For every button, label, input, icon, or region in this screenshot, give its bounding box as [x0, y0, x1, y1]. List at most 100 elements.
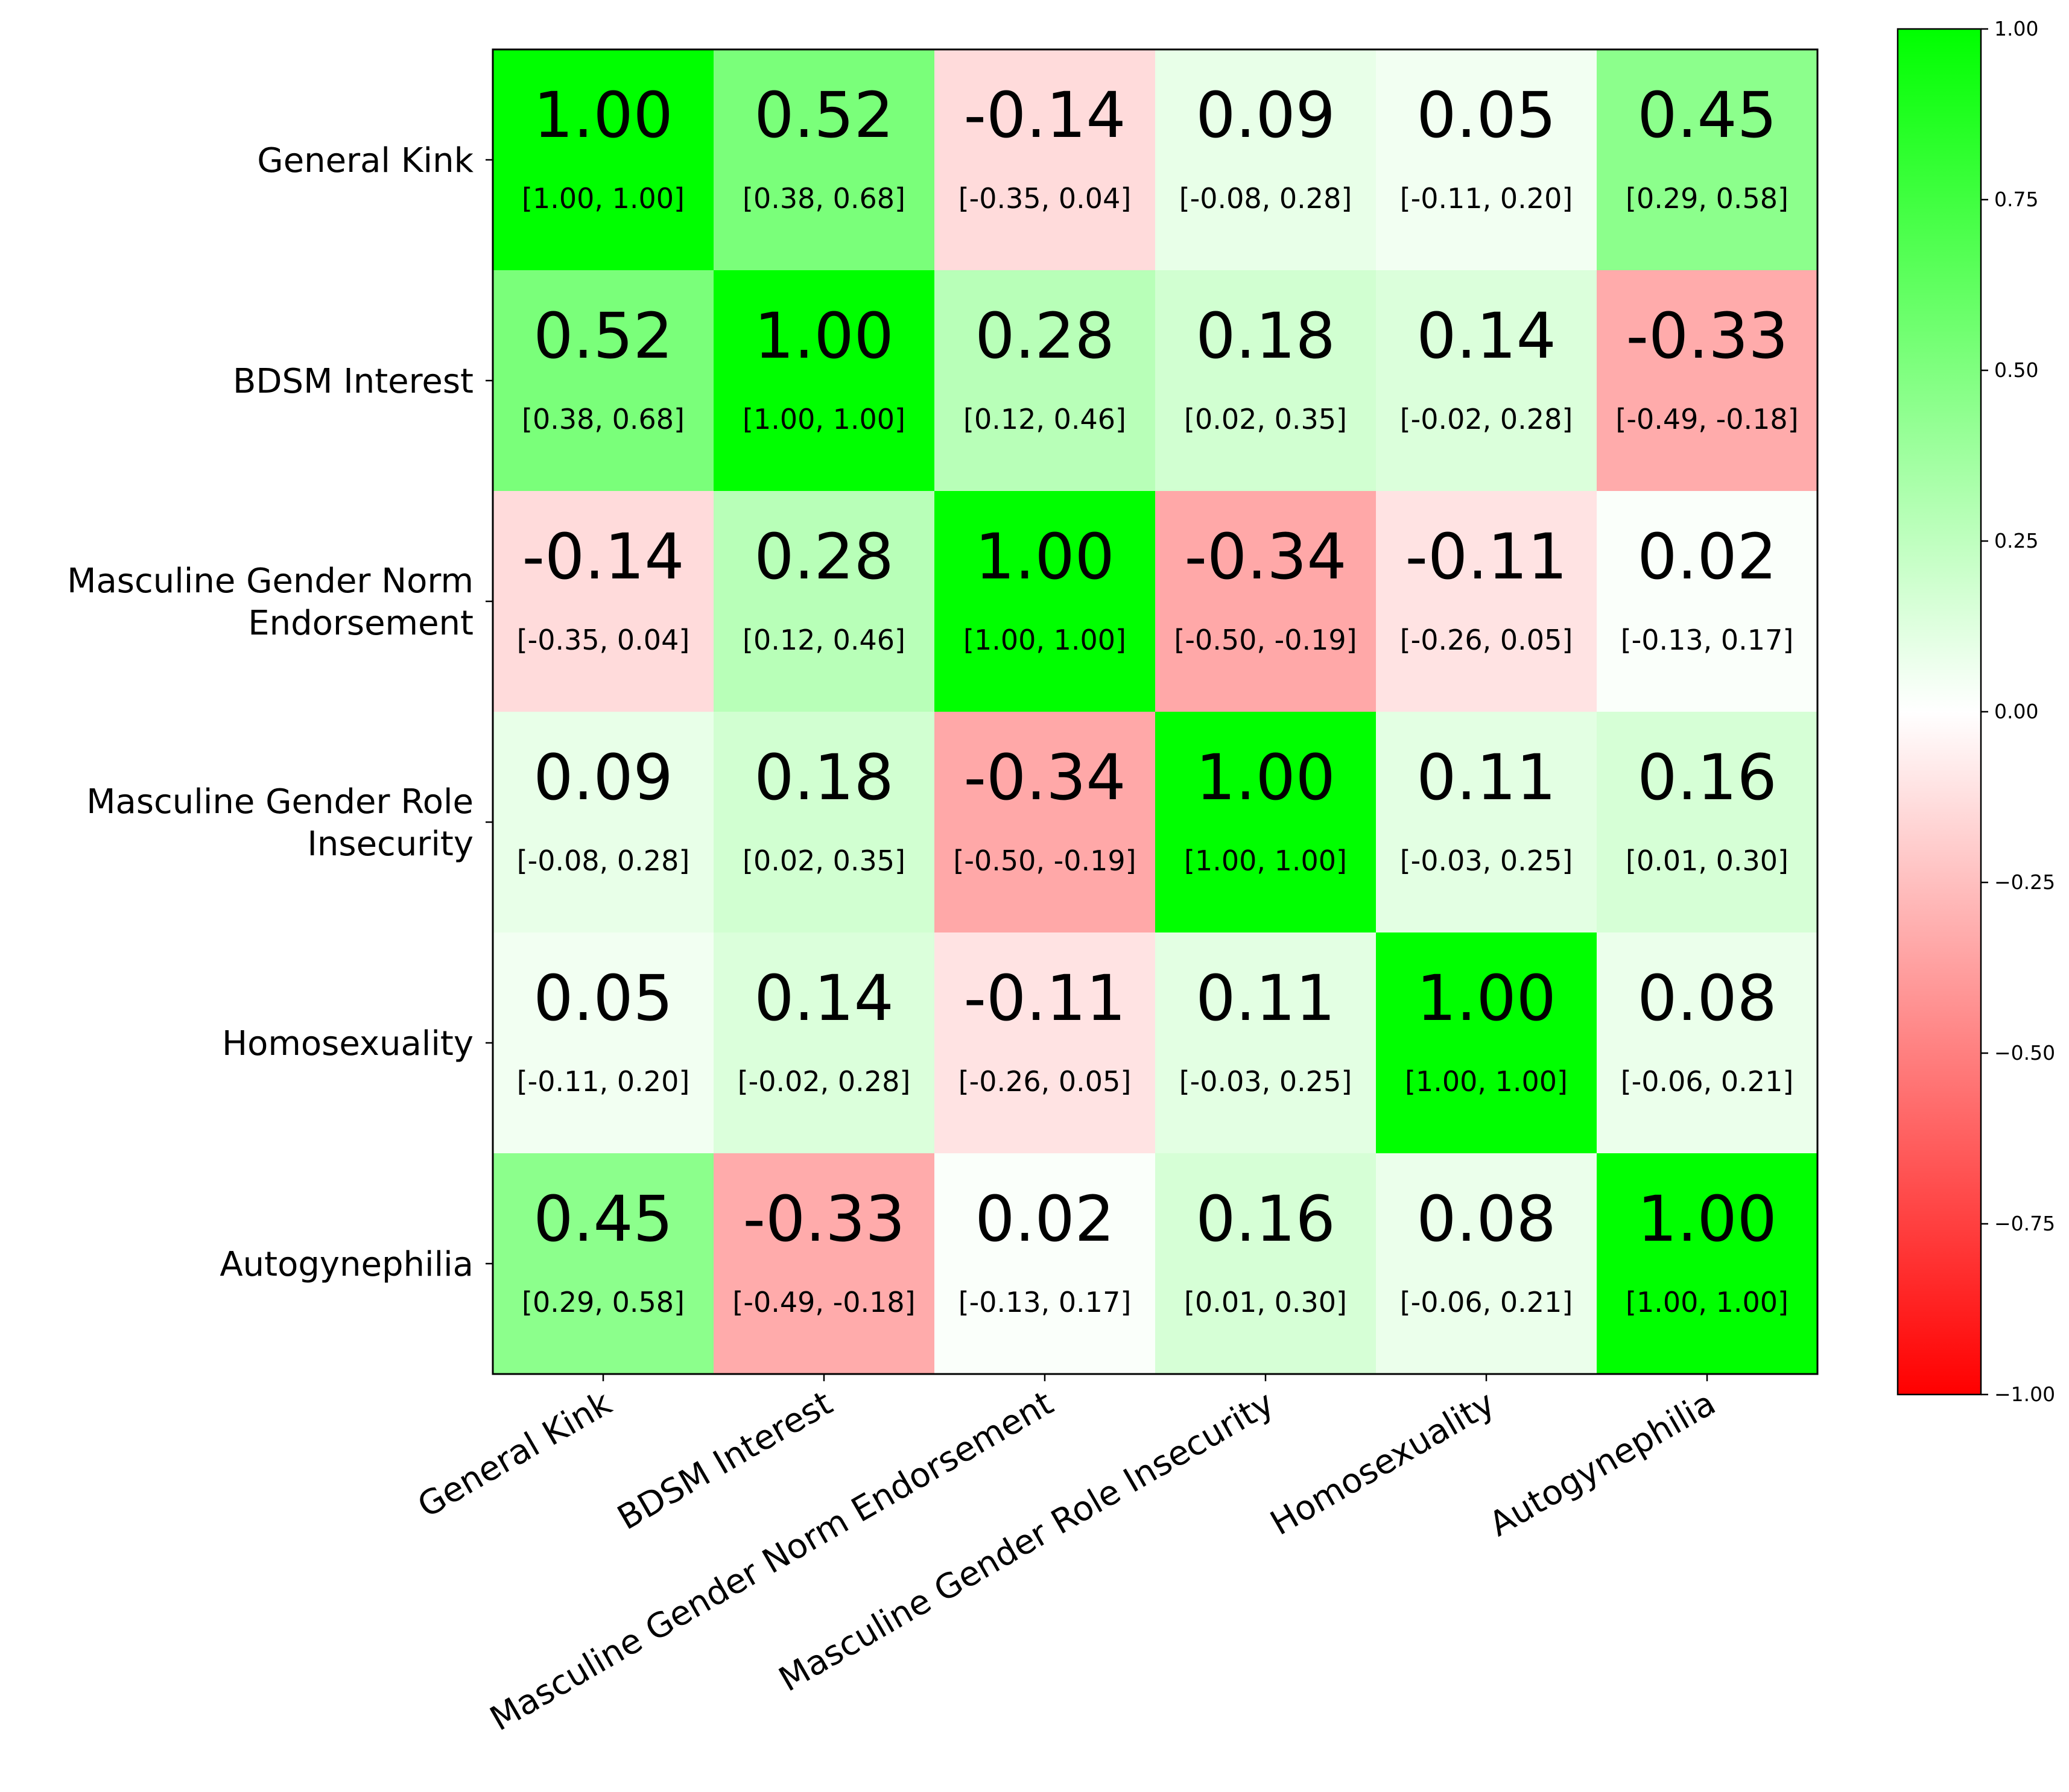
- heatmap-cell: [1597, 1153, 1817, 1374]
- cell-ci-label: [0.12, 0.46]: [743, 624, 905, 656]
- cell-ci-label: [1.00, 1.00]: [1405, 1065, 1568, 1098]
- heatmap-cell: [1597, 712, 1817, 932]
- cell-value-label: 0.08: [1416, 1182, 1556, 1256]
- heatmap-cell: [1155, 49, 1376, 270]
- colorbar-tick-label: −0.25: [1994, 870, 2055, 894]
- cell-ci-label: [-0.49, -0.18]: [1615, 403, 1798, 435]
- cell-value-label: -0.14: [522, 520, 684, 594]
- heatmap-cell: [714, 270, 934, 491]
- cell-ci-label: [-0.06, 0.21]: [1400, 1286, 1573, 1319]
- cell-ci-label: [1.00, 1.00]: [1626, 1286, 1789, 1319]
- heatmap-cell: [934, 1153, 1155, 1374]
- cell-ci-label: [1.00, 1.00]: [743, 403, 905, 435]
- cell-ci-label: [0.01, 0.30]: [1626, 844, 1789, 877]
- y-tick-label: Insecurity: [307, 825, 474, 864]
- cell-ci-label: [0.38, 0.68]: [522, 403, 685, 435]
- cell-ci-label: [-0.26, 0.05]: [1400, 624, 1573, 656]
- heatmap-cell: [1597, 491, 1817, 712]
- cell-value-label: 1.00: [1416, 961, 1556, 1035]
- y-tick-label: BDSM Interest: [233, 362, 474, 401]
- heatmap-cell: [1155, 270, 1376, 491]
- heatmap-cell: [934, 49, 1155, 270]
- heatmap-cell: [493, 491, 714, 712]
- cell-value-label: 0.02: [975, 1182, 1115, 1256]
- y-tick-label: General Kink: [257, 141, 474, 180]
- cell-value-label: 0.52: [533, 299, 673, 373]
- cell-ci-label: [-0.11, 0.20]: [517, 1065, 690, 1098]
- cell-ci-label: [0.12, 0.46]: [963, 403, 1126, 435]
- x-tick-label: General Kink: [411, 1384, 619, 1526]
- heatmap-cell: [934, 932, 1155, 1153]
- cell-value-label: 0.52: [754, 78, 894, 152]
- heatmap-cell: [1155, 932, 1376, 1153]
- cell-ci-label: [-0.13, 0.17]: [1621, 624, 1794, 656]
- colorbar-tick-label: −1.00: [1994, 1382, 2055, 1406]
- heatmap-cell: [1597, 49, 1817, 270]
- cell-ci-label: [0.02, 0.35]: [1184, 403, 1347, 435]
- heatmap-cell: [714, 491, 934, 712]
- heatmap-cell: [1376, 491, 1597, 712]
- cell-value-label: 1.00: [975, 520, 1115, 594]
- cell-ci-label: [0.29, 0.58]: [1626, 182, 1789, 215]
- cell-value-label: -0.14: [963, 78, 1126, 152]
- cell-value-label: 0.05: [1416, 78, 1556, 152]
- cell-value-label: 0.05: [533, 961, 673, 1035]
- heatmap-frame: [492, 48, 1819, 1375]
- cell-value-label: -0.33: [743, 1182, 905, 1256]
- cell-value-label: 0.16: [1196, 1182, 1336, 1256]
- cell-value-label: 0.16: [1637, 741, 1777, 814]
- cell-value-label: 0.18: [1196, 299, 1336, 373]
- cell-value-label: -0.33: [1626, 299, 1788, 373]
- cell-value-label: -0.34: [963, 741, 1126, 814]
- heatmap-cell: [714, 49, 934, 270]
- cell-ci-label: [-0.11, 0.20]: [1400, 182, 1573, 215]
- cell-ci-label: [0.02, 0.35]: [743, 844, 905, 877]
- heatmap-cell: [493, 270, 714, 491]
- colorbar-tick-label: 0.75: [1994, 188, 2038, 211]
- cell-value-label: 0.08: [1637, 961, 1777, 1035]
- cell-ci-label: [-0.50, -0.19]: [1174, 624, 1357, 656]
- cell-value-label: 1.00: [1637, 1182, 1777, 1256]
- cell-ci-label: [-0.08, 0.28]: [1179, 182, 1352, 215]
- y-tick-label: Masculine Gender Norm: [67, 562, 474, 601]
- cell-value-label: 0.14: [754, 961, 894, 1035]
- cell-ci-label: [1.00, 1.00]: [1184, 844, 1347, 877]
- cell-value-label: 1.00: [533, 78, 673, 152]
- colorbar-tick-label: −0.50: [1994, 1041, 2055, 1065]
- cell-ci-label: [-0.50, -0.19]: [953, 844, 1136, 877]
- heatmap-cell: [1376, 270, 1597, 491]
- heatmap-cell: [714, 712, 934, 932]
- colorbar: [1896, 28, 1982, 1396]
- heatmap-cell: [493, 932, 714, 1153]
- cell-value-label: -0.34: [1184, 520, 1346, 594]
- heatmap-cell: [1155, 712, 1376, 932]
- colorbar-tick-label: 0.25: [1994, 529, 2038, 552]
- cell-value-label: 0.11: [1416, 741, 1556, 814]
- cell-ci-label: [-0.13, 0.17]: [958, 1286, 1132, 1319]
- heatmap-cell: [714, 932, 934, 1153]
- heatmap-cell: [1376, 49, 1597, 270]
- cell-value-label: 0.09: [533, 741, 673, 814]
- cell-value-label: 0.45: [533, 1182, 673, 1256]
- heatmap-cell: [1597, 932, 1817, 1153]
- cell-ci-label: [0.29, 0.58]: [522, 1286, 685, 1319]
- heatmap-cell: [1155, 1153, 1376, 1374]
- heatmap-cell: [1597, 270, 1817, 491]
- row-labels: General Kink BDSM Interest Masculine Gende…: [67, 141, 493, 1284]
- cell-ci-label: [-0.49, -0.18]: [732, 1286, 915, 1319]
- y-tick-label: Homosexuality: [222, 1024, 474, 1063]
- cell-ci-label: [-0.06, 0.21]: [1621, 1065, 1794, 1098]
- heatmap-cell: [1376, 712, 1597, 932]
- colorbar-ticks: 1.00 0.75 0.50 0.25 0.00 −0.25 −0.50 −0.75 −1.00: [1981, 17, 2055, 1406]
- heatmap-cell: [1155, 491, 1376, 712]
- cell-value-label: 0.28: [754, 520, 894, 594]
- heatmap-cell: [493, 49, 714, 270]
- cell-ci-label: [-0.35, 0.04]: [958, 182, 1132, 215]
- y-tick-label: Endorsement: [248, 604, 474, 643]
- cell-value-label: 0.28: [975, 299, 1115, 373]
- cell-value-label: 0.11: [1196, 961, 1336, 1035]
- x-tick-label: Homosexuality: [1264, 1384, 1501, 1543]
- cell-value-label: 0.09: [1196, 78, 1336, 152]
